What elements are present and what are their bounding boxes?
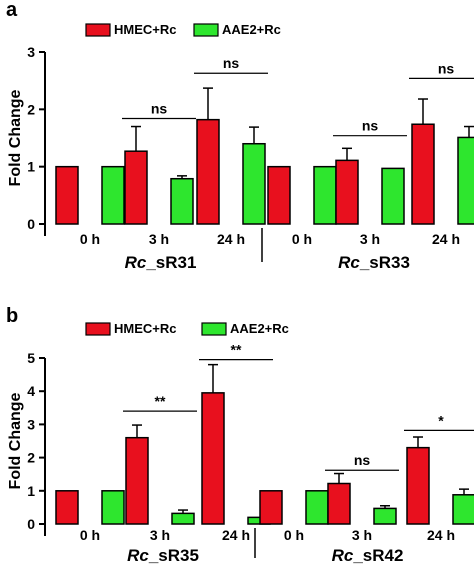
y-tick-label: 3 [27,44,35,60]
bar-aae2 [170,177,194,225]
y-tick-label: 0 [27,516,35,532]
bar-hmec [327,482,351,525]
y-tick-label: 2 [27,101,35,117]
y-axis-title: Fold Change [7,392,24,489]
bar-hmec [124,150,148,225]
category-label: 0 h [80,527,100,543]
group-label: Rc_sR42 [332,546,404,565]
y-tick-label: 1 [27,159,35,175]
category-label: 24 h [427,527,455,543]
bar-aae2 [171,512,195,525]
y-tick-label: 4 [27,383,35,399]
y-tick-label: 2 [27,450,35,466]
legend-label: AAE2+Rc [230,321,289,336]
group-label-italic: Rc [338,253,360,272]
significance-label: ns [354,452,371,468]
group-label: Rc_sR35 [127,546,199,565]
significance-label: * [438,412,444,428]
significance-label: ns [151,101,168,117]
group-label-rest: _sR35 [148,546,199,565]
panel-letter: a [6,0,18,21]
category-label: 0 h [292,231,312,247]
bar-aae2 [101,490,125,525]
bar-hmec [259,490,283,525]
legend-swatch [193,23,219,37]
category-label: 3 h [360,231,380,247]
y-tick-label: 1 [27,483,35,499]
category-label: 3 h [150,527,170,543]
category-label: 0 h [284,527,304,543]
panel-letter: b [6,305,18,327]
significance-label: ns [362,118,379,134]
y-tick-label: 3 [27,416,35,432]
category-label: 3 h [149,231,169,247]
bar-hmec [335,159,359,225]
group-label: Rc_sR33 [338,253,410,272]
legend-swatch [85,23,111,37]
category-label: 3 h [352,527,372,543]
bar-aae2 [452,494,474,525]
significance-label: ** [231,342,242,358]
bar-hmec [55,490,79,525]
bar-aae2 [242,142,266,225]
category-label: 24 h [432,231,460,247]
bar-aae2 [457,136,474,225]
y-tick-label: 5 [27,350,35,366]
bar-hmec [125,436,149,525]
bar-hmec [55,165,79,225]
legend-label: AAE2+Rc [222,22,281,37]
group-label-italic: Rc [127,546,149,565]
y-axis-title: Fold Change [7,89,24,186]
category-label: 0 h [80,231,100,247]
bar-hmec [411,123,435,225]
significance-label: ns [223,55,240,71]
category-label: 24 h [222,527,250,543]
significance-label: ** [155,393,166,409]
group-label-italic: Rc [125,253,147,272]
category-label: 24 h [217,231,245,247]
bar-aae2 [101,165,125,225]
legend-label: HMEC+Rc [114,321,177,336]
legend-label: HMEC+Rc [114,22,177,37]
bar-aae2 [373,507,397,525]
bar-aae2 [313,165,337,225]
group-label-rest: _sR31 [145,253,196,272]
group-label-rest: _sR33 [359,253,410,272]
group-label-italic: Rc [332,546,354,565]
bar-aae2 [305,490,329,525]
y-tick-label: 0 [27,216,35,232]
bar-hmec [196,118,220,225]
bar-aae2 [381,167,405,225]
bar-hmec [406,446,430,525]
significance-label: ns [438,60,455,76]
legend-swatch [85,322,111,336]
group-label: Rc_sR31 [125,253,197,272]
legend-swatch [201,322,227,336]
group-label-rest: _sR42 [352,546,403,565]
bar-hmec [201,392,225,525]
bar-hmec [267,165,291,225]
